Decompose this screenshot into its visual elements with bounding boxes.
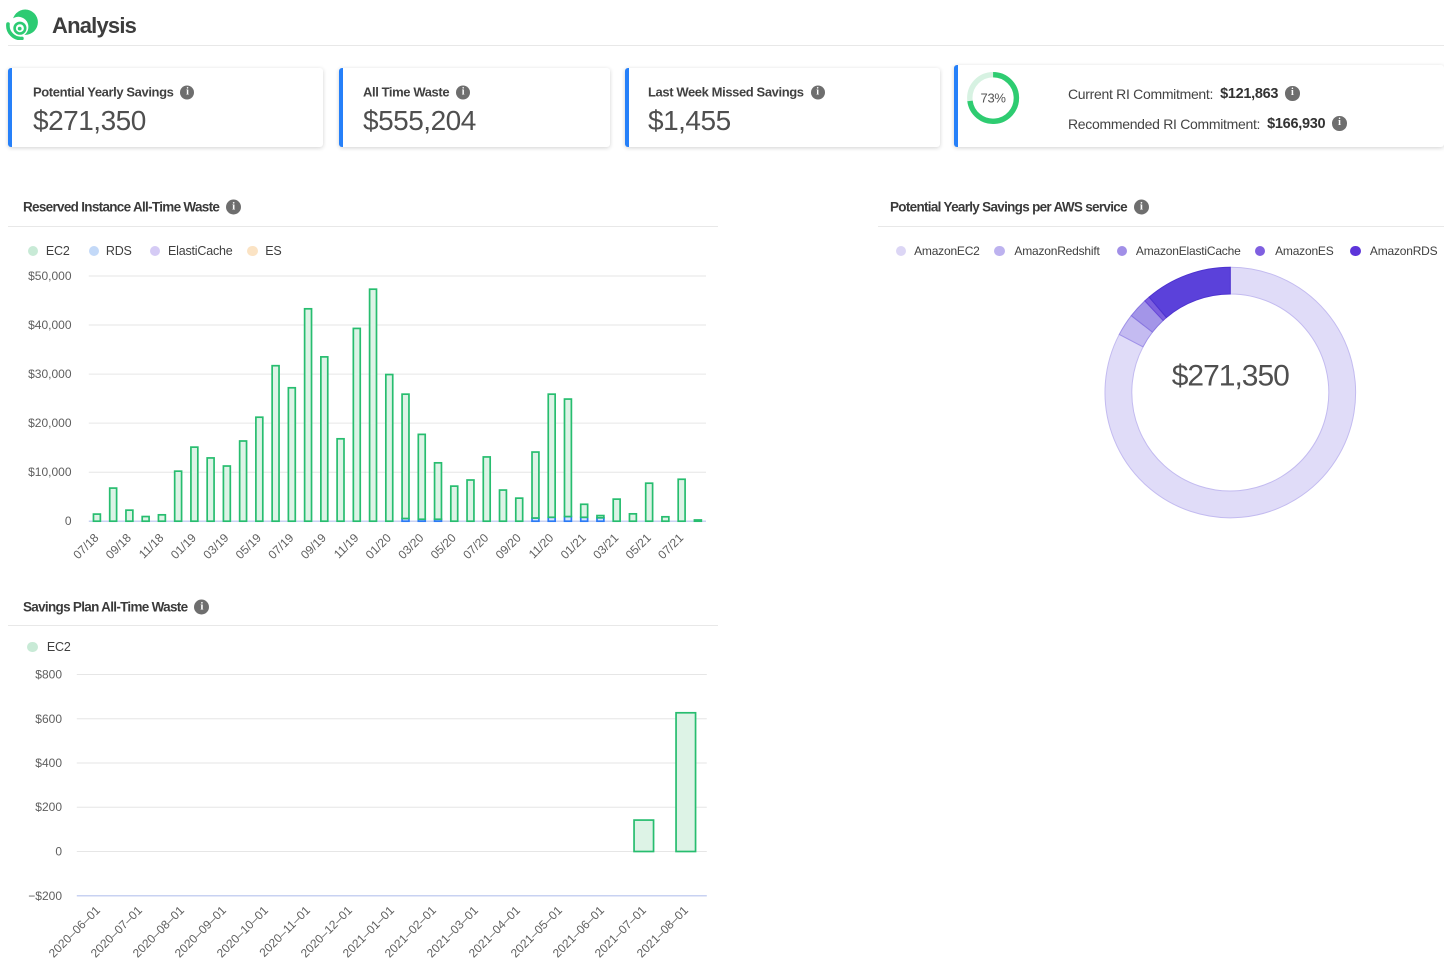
svg-text:05/21: 05/21 xyxy=(623,530,654,561)
svg-text:07/21: 07/21 xyxy=(655,530,686,561)
svg-text:11/19: 11/19 xyxy=(331,530,362,561)
svg-text:03/20: 03/20 xyxy=(395,530,426,561)
svg-text:73%: 73% xyxy=(981,91,1007,106)
svg-text:11/18: 11/18 xyxy=(136,530,167,561)
svg-text:09/19: 09/19 xyxy=(298,530,329,561)
svg-text:11/20: 11/20 xyxy=(526,530,557,561)
svg-text:$200: $200 xyxy=(35,800,62,814)
svg-text:09/18: 09/18 xyxy=(103,530,134,561)
svg-text:$271,350: $271,350 xyxy=(1172,360,1289,393)
svg-text:$10,000: $10,000 xyxy=(28,465,72,479)
svg-text:03/21: 03/21 xyxy=(590,530,621,561)
svg-text:05/19: 05/19 xyxy=(233,530,264,561)
svg-text:$20,000: $20,000 xyxy=(28,416,72,430)
svg-text:$400: $400 xyxy=(35,756,62,770)
svg-text:$800: $800 xyxy=(35,668,62,682)
svg-text:07/19: 07/19 xyxy=(265,530,296,561)
svg-text:$30,000: $30,000 xyxy=(28,367,72,381)
svg-text:0: 0 xyxy=(55,845,62,859)
svg-text:07/20: 07/20 xyxy=(460,530,491,561)
svg-text:01/20: 01/20 xyxy=(363,530,394,561)
svg-text:05/20: 05/20 xyxy=(428,530,459,561)
svg-text:07/18: 07/18 xyxy=(70,530,101,561)
svg-text:$600: $600 xyxy=(35,712,62,726)
svg-text:−$200: −$200 xyxy=(28,889,62,903)
svg-text:03/19: 03/19 xyxy=(200,530,231,561)
svg-text:01/21: 01/21 xyxy=(558,530,589,561)
svg-text:$40,000: $40,000 xyxy=(28,318,72,332)
svg-text:0: 0 xyxy=(65,514,72,528)
svg-text:09/20: 09/20 xyxy=(493,530,524,561)
svg-text:01/19: 01/19 xyxy=(168,530,199,561)
svg-text:$50,000: $50,000 xyxy=(28,269,72,283)
